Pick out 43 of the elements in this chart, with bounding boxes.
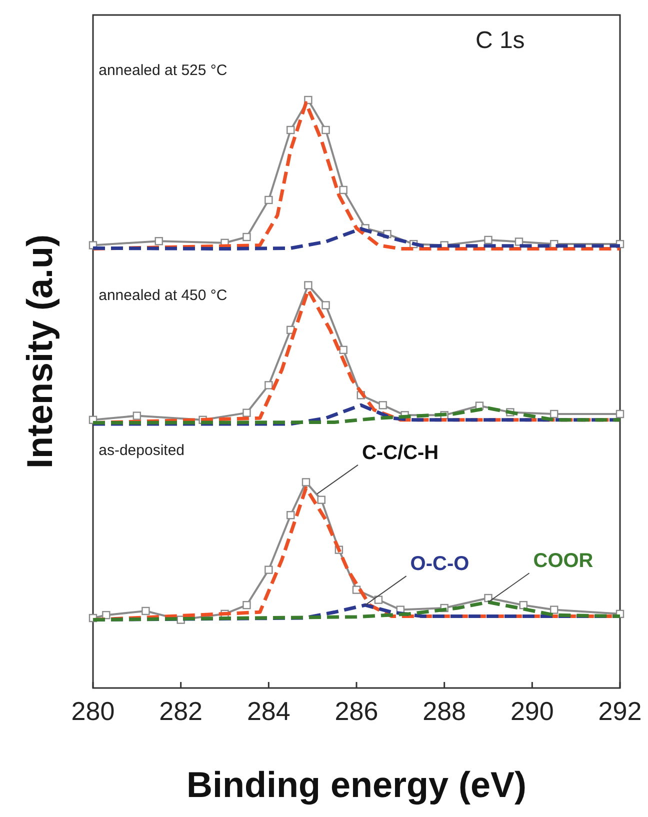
point [264, 196, 273, 204]
x-tick-label: 284 [246, 696, 290, 726]
point [142, 606, 150, 616]
point [317, 496, 326, 504]
text: annealed at 525 °C [98, 62, 228, 79]
point [322, 126, 330, 134]
point [242, 600, 251, 610]
point [514, 238, 524, 246]
annotation: COOR [533, 550, 594, 572]
annotation: C-C/C-H [362, 442, 439, 464]
x-tick-label: 286 [334, 696, 378, 726]
point [302, 478, 310, 486]
x-axis-title: Binding energy (eV) [186, 764, 527, 805]
point [242, 232, 251, 242]
point [132, 412, 142, 420]
annotation: annealed at 450 °C [98, 287, 228, 304]
point [616, 410, 624, 418]
annotation: as-deposited [98, 442, 185, 459]
annotation: O-C-O [410, 553, 470, 576]
point [550, 410, 558, 418]
point [154, 237, 163, 246]
point [304, 281, 312, 290]
x-tick-label: 292 [598, 696, 642, 726]
point [286, 126, 295, 134]
point [286, 511, 295, 520]
point [242, 408, 251, 417]
point [374, 596, 383, 604]
point [264, 381, 273, 390]
x-tick-label: 282 [159, 696, 203, 726]
point [378, 401, 387, 410]
point [339, 186, 348, 194]
text: C 1s [475, 27, 525, 54]
point [550, 606, 558, 614]
point [339, 346, 348, 354]
y-axis-title: Intensity (a.u) [19, 234, 60, 469]
point [322, 301, 330, 310]
point [484, 236, 492, 244]
point [102, 610, 110, 620]
x-tick-label: 290 [510, 696, 554, 726]
point [264, 566, 273, 574]
point [352, 586, 361, 594]
x-tick-label: 280 [71, 696, 115, 726]
x-tick-label: 288 [422, 696, 466, 726]
